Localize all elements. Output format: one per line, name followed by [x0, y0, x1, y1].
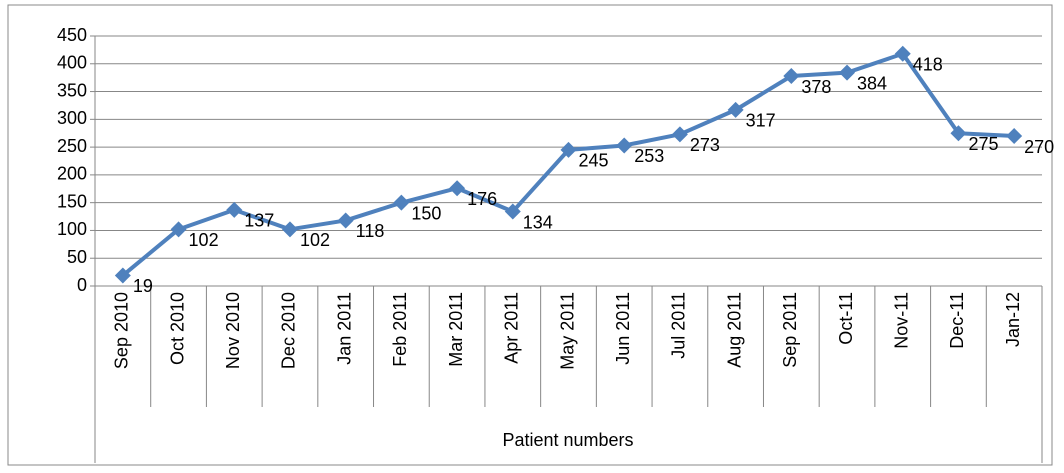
marker [616, 137, 633, 154]
x-tick-label: Jan 2011 [334, 292, 354, 365]
data-label: 245 [579, 151, 609, 171]
x-tick-label: Sep 2010 [112, 292, 132, 369]
chart-border [7, 4, 1053, 466]
marker [894, 45, 911, 62]
marker [727, 101, 744, 118]
data-label: 137 [244, 211, 274, 231]
data-label: 176 [467, 189, 497, 209]
marker [560, 141, 577, 158]
y-tick-label: 150 [57, 191, 87, 211]
data-label: 134 [523, 212, 553, 232]
data-label: 317 [746, 111, 776, 131]
x-tick-label: Nov 2010 [223, 292, 243, 369]
data-label: 275 [968, 134, 998, 154]
y-tick-label: 400 [57, 53, 87, 73]
x-axis-title: Patient numbers [502, 430, 633, 450]
x-tick-label: Dec-11 [947, 292, 967, 349]
x-tick-label: Nov-11 [891, 292, 911, 349]
data-label: 270 [1024, 137, 1054, 157]
marker [950, 125, 967, 142]
marker [671, 126, 688, 143]
marker [337, 212, 354, 229]
y-tick-label: 350 [57, 80, 87, 100]
marker [114, 267, 131, 284]
marker [393, 194, 410, 211]
y-tick-label: 250 [57, 136, 87, 156]
x-tick-label: Apr 2011 [502, 292, 522, 364]
x-tick-label: Oct-11 [836, 292, 856, 345]
data-label: 384 [857, 73, 887, 93]
marker [504, 203, 521, 220]
y-tick-label: 100 [57, 219, 87, 239]
data-label: 253 [634, 146, 664, 166]
x-tick-label: Oct 2010 [167, 292, 187, 365]
x-tick-label: Jun 2011 [613, 292, 633, 365]
data-label: 102 [300, 230, 330, 250]
x-tick-label: Mar 2011 [446, 292, 466, 367]
data-label: 378 [801, 77, 831, 97]
data-label: 102 [189, 230, 219, 250]
x-tick-label: Aug 2011 [724, 292, 744, 368]
y-tick-label: 200 [57, 164, 87, 184]
x-tick-label: Feb 2011 [390, 292, 410, 367]
marker [226, 201, 243, 218]
marker [449, 180, 466, 197]
y-tick-label: 300 [57, 108, 87, 128]
data-label: 19 [133, 276, 153, 296]
marker [839, 64, 856, 81]
y-tick-label: 0 [77, 275, 87, 295]
marker [281, 221, 298, 238]
x-tick-label: Sep 2011 [780, 292, 800, 368]
data-label: 118 [356, 221, 385, 241]
marker [1006, 128, 1023, 144]
marker [170, 221, 187, 238]
x-tick-label: Dec 2010 [279, 292, 299, 369]
x-tick-label: Jan-12 [1003, 292, 1023, 347]
data-label: 273 [690, 135, 720, 155]
x-tick-label: May 2011 [557, 292, 577, 370]
data-label: 418 [913, 55, 943, 75]
y-tick-label: 50 [67, 247, 87, 267]
marker [783, 68, 800, 84]
y-tick-label: 450 [57, 25, 87, 45]
data-label: 150 [411, 203, 441, 223]
x-tick-label: Jul 2011 [669, 292, 689, 359]
